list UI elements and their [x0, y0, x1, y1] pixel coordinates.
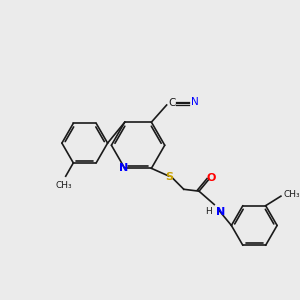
Text: CH₃: CH₃: [284, 190, 300, 199]
Text: CH₃: CH₃: [56, 181, 72, 190]
Text: N: N: [191, 97, 199, 107]
Text: N: N: [216, 207, 225, 218]
Text: S: S: [166, 172, 173, 182]
Text: H: H: [205, 207, 212, 216]
Text: N: N: [119, 163, 128, 173]
Text: O: O: [207, 173, 216, 183]
Text: C: C: [169, 98, 176, 108]
